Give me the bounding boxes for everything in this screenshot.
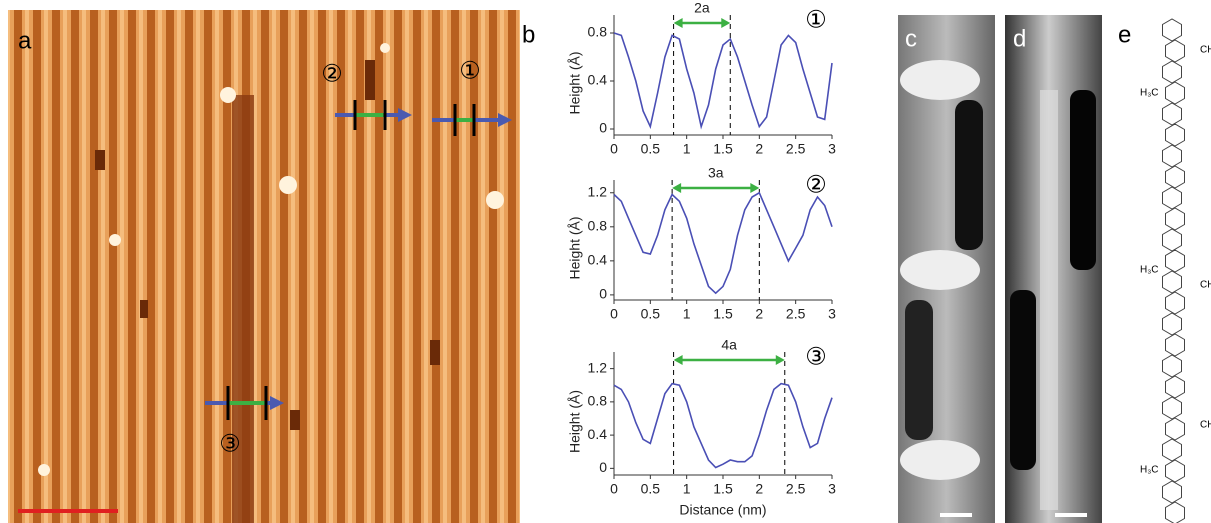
stm-image-d [1005,15,1102,523]
ring [1165,207,1185,231]
x-tick-label: 3 [828,481,836,497]
panel-label: c [905,25,917,52]
x-tick-label: 0 [610,141,618,157]
y-axis-label: Height (Å) [567,390,583,453]
group-label: H₃C [1140,465,1159,476]
x-tick-label: 0 [610,306,618,322]
panel-label: e [1118,21,1131,48]
ring [1165,459,1185,483]
ring [1165,375,1185,399]
x-tick-label: 0.5 [641,306,661,322]
arrow-head [673,18,683,28]
ring [1162,396,1182,420]
profile-markers [205,100,512,420]
x-tick-label: 2 [755,481,763,497]
badge: ② [805,171,827,198]
ring [1162,228,1182,252]
x-tick-label: 2.5 [786,481,806,497]
y-tick-label: 0.4 [588,252,608,268]
panel-label: b [522,21,535,48]
x-tick-label: 0.5 [641,141,661,157]
ring [1162,354,1182,378]
span-label: 4a [721,337,737,353]
ring [1162,144,1182,168]
ring [1162,312,1182,336]
ring [1165,417,1185,441]
arrow-head [721,18,731,28]
group-label: CH₃ [1200,280,1211,291]
span-label: 2a [694,0,710,16]
x-tick-label: 2 [755,141,763,157]
x-tick-label: 0 [610,481,618,497]
marker-label: ② [321,60,343,87]
ring [1162,480,1182,504]
y-tick-label: 0.8 [588,218,608,234]
y-tick-label: 0.8 [588,24,608,40]
ring [1165,501,1185,523]
y-axis-label: Height (Å) [567,216,583,279]
y-tick-label: 0 [599,459,607,475]
y-tick-label: 0.4 [588,426,608,442]
ring [1165,291,1185,315]
arrow-head [750,183,760,193]
ring [1165,165,1185,189]
group-label: H₃C [1140,88,1159,99]
group-label: CH₃ [1200,420,1211,431]
profile-line [613,382,833,469]
x-tick-label: 1 [683,141,691,157]
x-tick-label: 1 [683,481,691,497]
group-label: CH₃ [1200,45,1211,56]
x-tick-label: 1.5 [713,306,733,322]
y-axis-label: Height (Å) [567,51,583,114]
y-tick-label: 0 [599,120,607,136]
profile-line [613,191,833,295]
x-tick-label: 1.5 [713,141,733,157]
panel-label: d [1013,25,1026,52]
panel-label: a [18,27,32,54]
ring [1165,39,1185,63]
x-tick-label: 3 [828,306,836,322]
arrow-head [775,355,785,365]
ring [1165,81,1185,105]
y-tick-label: 0.4 [588,72,608,88]
y-tick-label: 0.8 [588,393,608,409]
badge: ③ [805,343,827,370]
profile-line [613,32,833,130]
x-tick-label: 2.5 [786,141,806,157]
ring [1165,249,1185,273]
ring [1165,333,1185,357]
x-tick-label: 2.5 [786,306,806,322]
ring [1165,123,1185,147]
marker-label: ① [459,57,481,84]
arrow-head [672,183,682,193]
molecule [1162,18,1185,523]
ring [1162,18,1182,42]
ring [1162,186,1182,210]
stm-image [8,10,520,523]
y-tick-label: 1.2 [588,359,608,375]
x-tick-label: 3 [828,141,836,157]
x-axis-label: Distance (nm) [679,502,766,518]
arrow-head [673,355,683,365]
marker-label: ③ [219,430,241,457]
x-tick-label: 2 [755,306,763,322]
x-tick-label: 1.5 [713,481,733,497]
y-tick-label: 1.2 [588,183,608,199]
span-label: 3a [708,165,724,181]
ring [1162,270,1182,294]
x-tick-label: 1 [683,306,691,322]
ring [1162,438,1182,462]
x-tick-label: 0.5 [641,481,661,497]
ring [1162,60,1182,84]
group-label: H₃C [1140,265,1159,276]
stm-image-c [898,15,995,523]
badge: ① [805,6,827,33]
ring [1162,102,1182,126]
y-tick-label: 0 [599,286,607,302]
